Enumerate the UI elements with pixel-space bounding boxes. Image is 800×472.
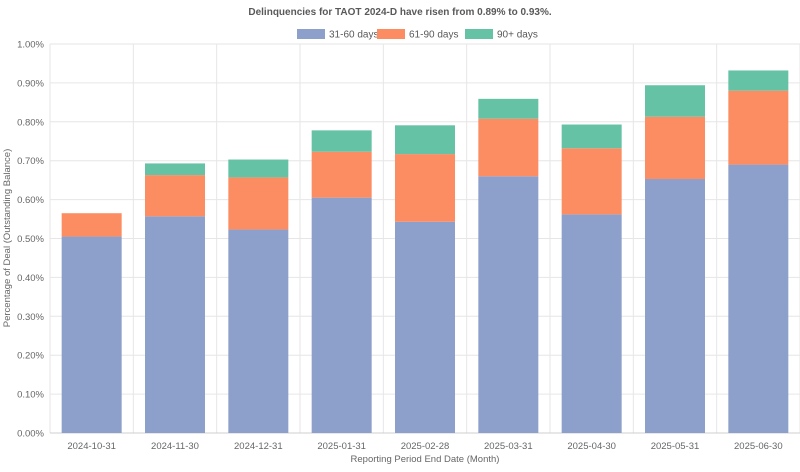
bar-segment[interactable]: [395, 125, 455, 155]
y-tick-label: 0.30%: [17, 312, 44, 323]
bar-segment[interactable]: [311, 130, 372, 152]
x-tick-label: 2025-04-30: [567, 441, 616, 452]
bar-segment[interactable]: [645, 116, 705, 179]
y-tick-label: 0.70%: [17, 156, 44, 167]
chart-title: Delinquencies for TAOT 2024-D have risen…: [248, 7, 551, 18]
legend-swatch: [465, 29, 493, 39]
x-axis-title: Reporting Period End Date (Month): [351, 454, 500, 465]
legend-item[interactable]: 31-60 days: [297, 29, 378, 41]
bar-segment[interactable]: [645, 85, 705, 117]
x-tick-label: 2025-02-28: [401, 441, 450, 452]
y-tick-label: 0.80%: [17, 117, 44, 128]
bar-segment[interactable]: [561, 124, 622, 149]
bar-segment[interactable]: [145, 175, 205, 217]
bar-segment[interactable]: [311, 151, 372, 198]
bar-segment[interactable]: [478, 118, 539, 177]
legend-label: 61-90 days: [409, 30, 458, 41]
x-tick-label: 2025-06-30: [734, 441, 783, 452]
y-tick-label: 0.40%: [17, 273, 44, 284]
legend-swatch: [297, 29, 325, 39]
bar-segment[interactable]: [728, 164, 789, 433]
bar-segment[interactable]: [478, 98, 539, 119]
y-tick-label: 0.10%: [17, 390, 44, 401]
y-tick-label: 1.00%: [17, 40, 44, 51]
legend-item[interactable]: 90+ days: [465, 29, 538, 41]
x-tick-label: 2024-11-30: [151, 441, 199, 452]
bar-segment[interactable]: [645, 178, 705, 433]
bar-segment[interactable]: [561, 214, 622, 433]
bar-segment[interactable]: [145, 163, 205, 176]
x-axis-ticks: 2024-10-31 2024-11-30 2024-12-31 2025-01-31…: [67, 441, 782, 452]
bar-segment[interactable]: [311, 197, 372, 433]
bar-segment[interactable]: [145, 216, 205, 433]
bar-segment[interactable]: [728, 90, 789, 165]
y-tick-label: 0.90%: [17, 78, 44, 89]
bars: [61, 70, 789, 433]
bar-segment[interactable]: [478, 176, 539, 433]
legend-label: 90+ days: [497, 30, 538, 41]
bar-segment[interactable]: [61, 213, 122, 237]
legend-label: 31-60 days: [329, 30, 378, 41]
y-axis-ticks: 0.00% 0.10% 0.20% 0.30% 0.40% 0.50% 0.60% 0.70%…: [17, 40, 44, 440]
bar-segment[interactable]: [228, 229, 289, 433]
x-tick-label: 2025-05-31: [651, 441, 700, 452]
y-tick-label: 0.00%: [17, 429, 44, 440]
bar-segment[interactable]: [561, 148, 622, 215]
x-tick-label: 2024-10-31: [67, 441, 116, 452]
bar-segment[interactable]: [395, 221, 455, 433]
x-tick-label: 2025-03-31: [484, 441, 533, 452]
y-axis-title: Percentage of Deal (Outstanding Balance): [2, 149, 13, 328]
bar-segment[interactable]: [61, 236, 122, 433]
bar-segment[interactable]: [228, 177, 289, 230]
y-tick-label: 0.20%: [17, 351, 44, 362]
y-tick-label: 0.60%: [17, 195, 44, 206]
bar-segment[interactable]: [395, 154, 455, 222]
bar-segment[interactable]: [728, 70, 789, 91]
y-tick-label: 0.50%: [17, 234, 44, 245]
x-tick-label: 2025-01-31: [317, 441, 366, 452]
x-tick-label: 2024-12-31: [234, 441, 283, 452]
legend-item[interactable]: 61-90 days: [377, 29, 458, 41]
legend: 31-60 days 61-90 days 90+ days: [297, 29, 538, 41]
legend-swatch: [377, 29, 405, 39]
bar-segment[interactable]: [228, 159, 289, 178]
